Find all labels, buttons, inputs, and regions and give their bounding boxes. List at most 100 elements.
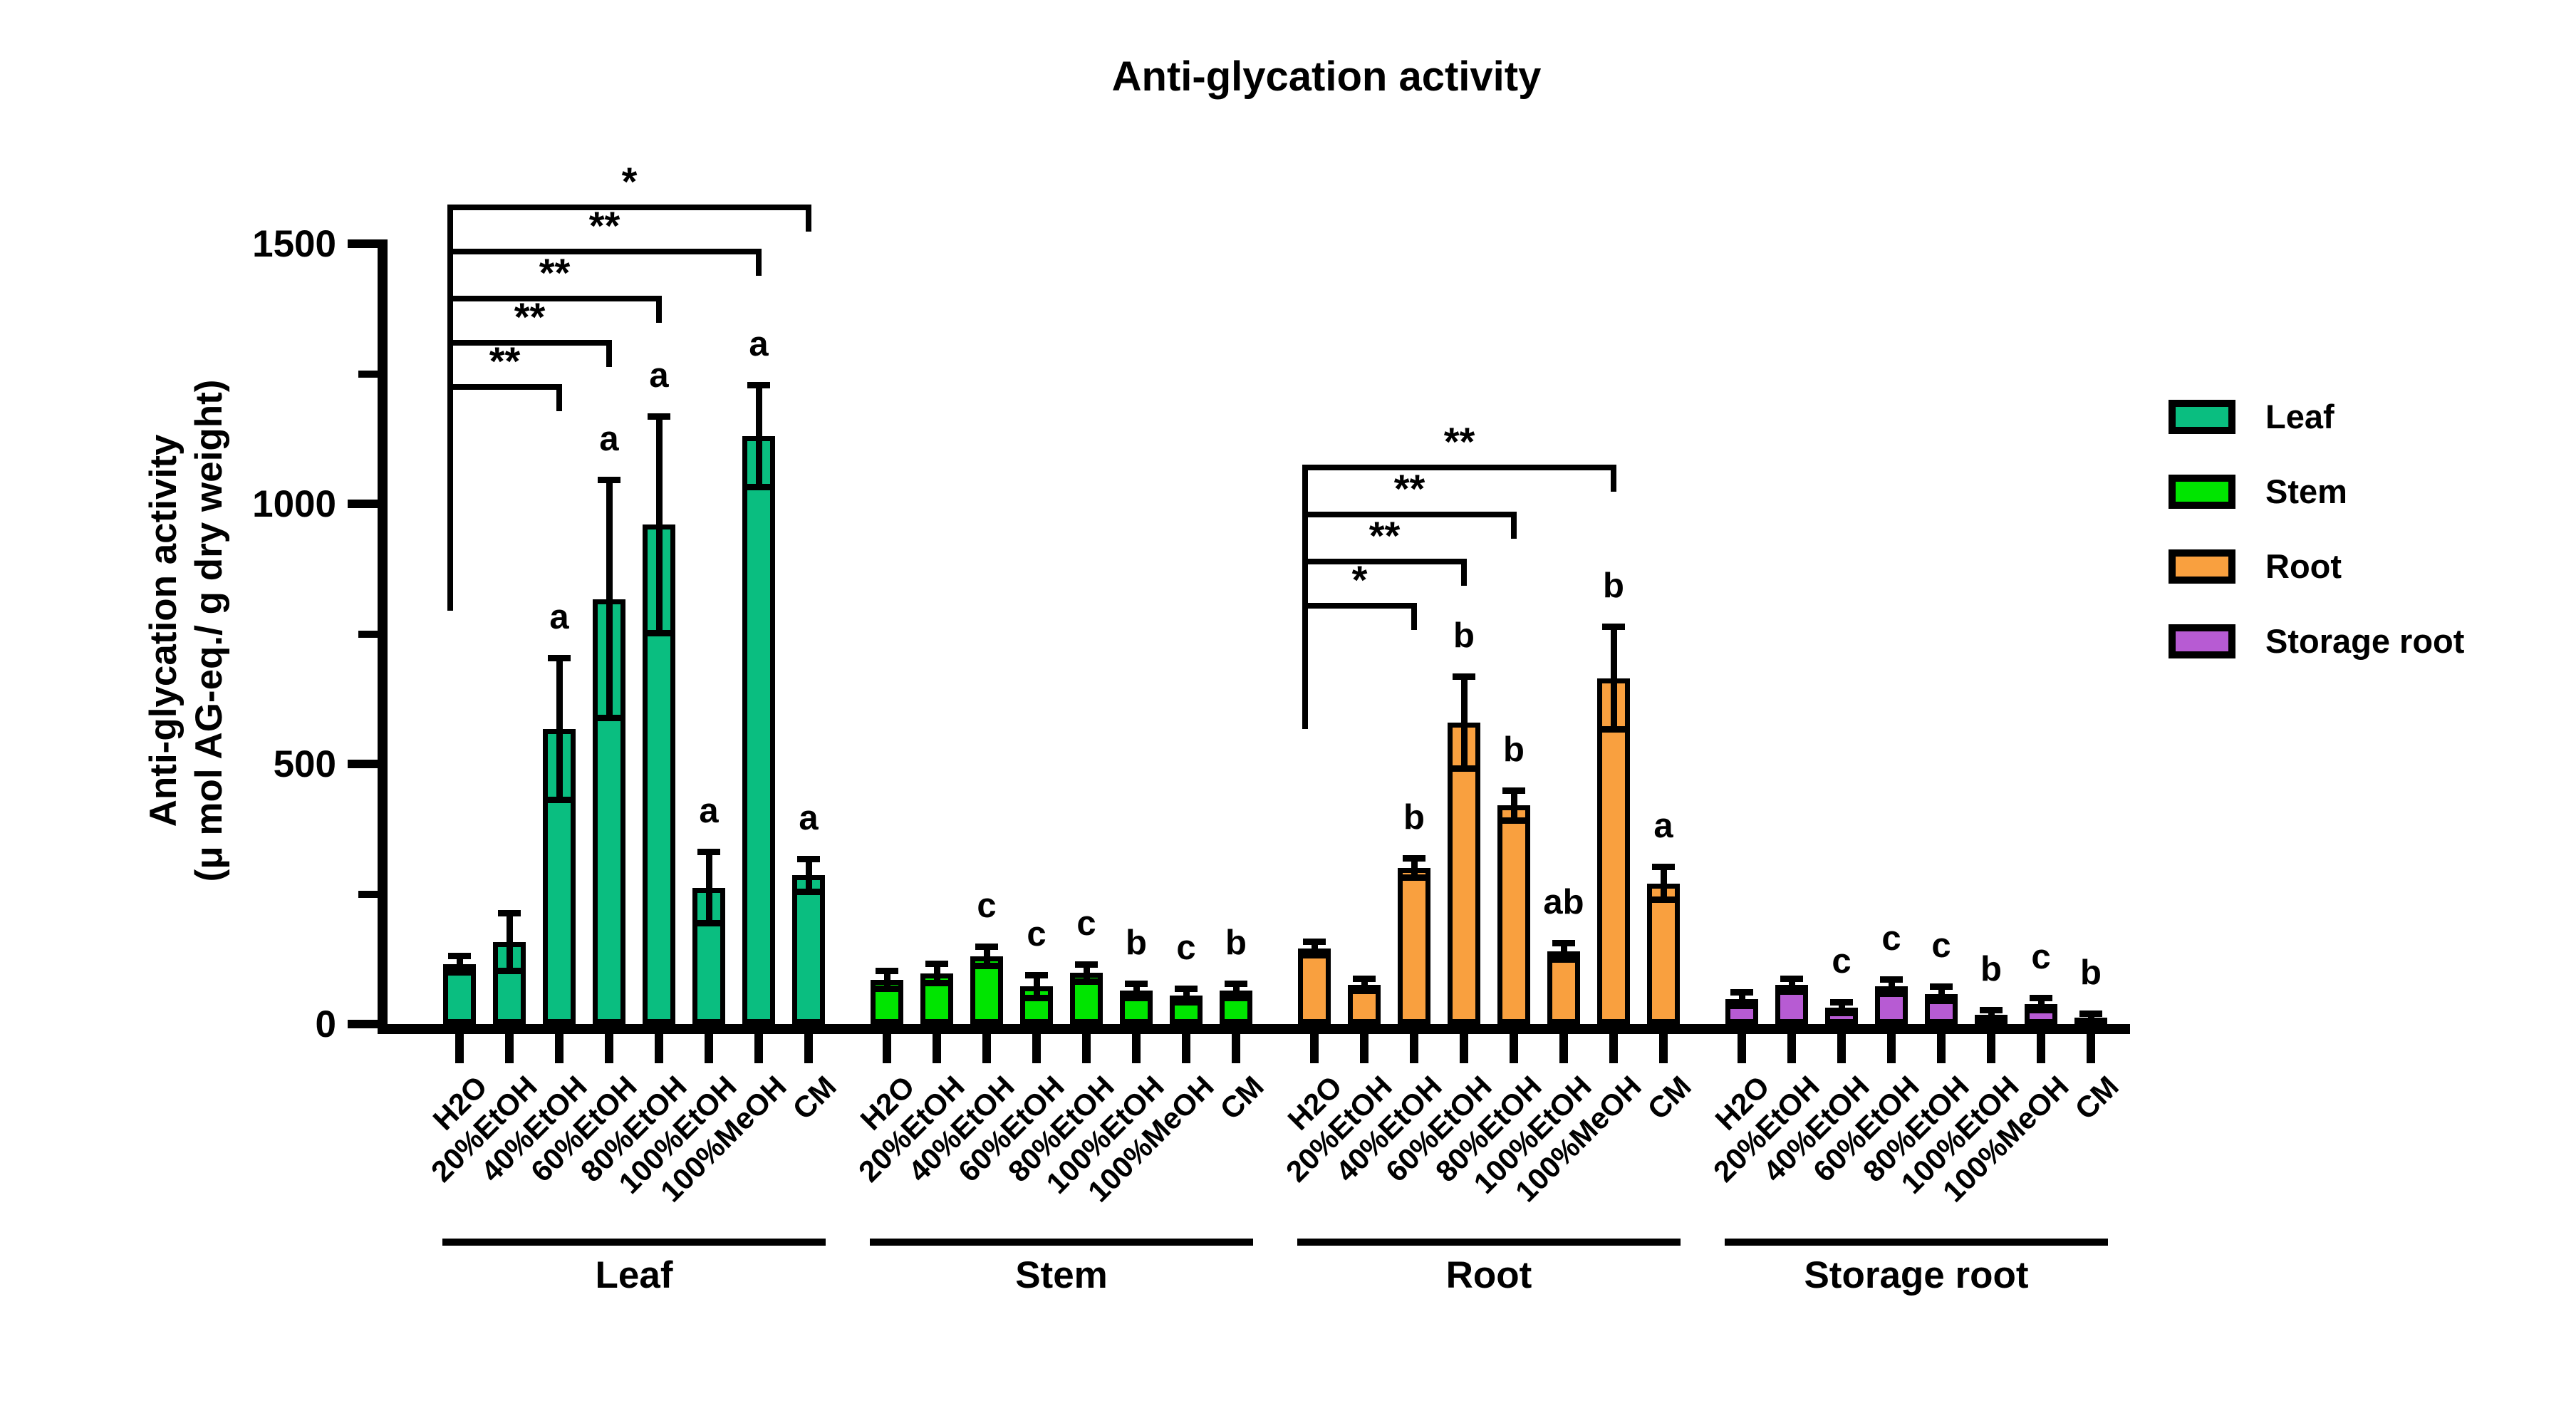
error-cap-bottom [1502,817,1525,824]
sig-bracket-end [1411,602,1417,630]
error-bar [1660,869,1667,899]
bar-root-CM [1647,883,1680,1024]
x-tick [1559,1034,1568,1063]
error-cap-bottom [797,888,820,895]
error-cap-bottom [1225,994,1247,1001]
sig-bracket-line [447,205,811,211]
error-bar [655,418,663,631]
error-bar [1610,629,1617,728]
stat-letter: c [1881,919,1901,958]
x-tick [1837,1034,1846,1063]
stat-letter: c [1832,941,1852,981]
x-tick [1937,1034,1946,1063]
error-cap-top [448,953,471,960]
sig-asterisk: ** [588,203,620,249]
error-cap-bottom [1025,994,1048,1001]
error-cap-top [1175,985,1198,992]
error-bar [1560,945,1567,958]
y-tick-label: 500 [273,743,336,785]
error-bar [805,860,812,890]
sig-bracket-stem [447,205,453,611]
x-tick [1182,1034,1190,1063]
error-cap-top [1980,1007,2003,1014]
legend-label-leaf: Leaf [2265,398,2334,435]
sig-asterisk: * [621,159,638,205]
x-tick [1460,1034,1468,1063]
error-bar [1411,860,1418,876]
stat-letter: c [1027,915,1046,954]
x-tick [2087,1034,2095,1063]
x-tick [1887,1034,1896,1063]
error-cap-bottom [1930,997,1953,1004]
sig-asterisk: * [1351,557,1368,602]
sig-bracket-end [556,384,562,412]
x-tick [933,1034,941,1063]
bar-leaf-CM [792,875,825,1024]
error-cap-bottom [1075,978,1098,985]
group-underline [1297,1239,1681,1246]
legend-swatch-leaf [2169,400,2235,434]
y-minor-tick [358,890,378,898]
stat-letter: a [749,324,769,363]
error-cap-top [1552,940,1575,947]
error-cap-top [1303,938,1326,945]
x-tick [2037,1034,2045,1063]
sig-asterisk: ** [539,250,571,295]
y-axis-title: Anti-glycation activity (μ mol AG-eq./ g… [141,380,232,882]
error-cap-top [697,849,720,856]
stat-letter: c [977,887,997,926]
error-bar [1510,792,1517,819]
error-bar [606,482,613,716]
sig-bracket-line [447,340,612,346]
sig-bracket-end [756,249,762,276]
error-cap-top [648,413,670,420]
error-cap-bottom [876,986,898,993]
error-cap-top [975,944,998,951]
group-underline [1725,1239,2108,1246]
x-tick [605,1034,613,1063]
error-cap-bottom [2079,1018,2102,1025]
y-major-tick [348,1020,378,1028]
legend-swatch-storage-root [2169,624,2235,658]
error-bar [1988,1012,1995,1018]
x-tick [883,1034,891,1063]
x-tick [1410,1034,1418,1063]
sig-bracket-end [806,205,811,232]
error-bar [1033,977,1040,996]
error-cap-top [925,961,948,968]
x-tick [555,1034,564,1063]
error-bar [456,958,463,971]
sig-bracket-stem [1302,465,1308,730]
error-cap-bottom [1303,952,1326,959]
x-tick [1032,1034,1041,1063]
error-bar [933,966,940,982]
error-cap-bottom [1353,988,1376,995]
x-tick [1609,1034,1618,1063]
error-cap-bottom [1552,956,1575,963]
stat-letter: b [1980,950,2002,989]
error-cap-top [1780,975,1803,982]
error-cap-top [2030,995,2052,1002]
error-bar [983,949,990,965]
error-bar [1460,678,1468,767]
y-tick-label: 1500 [252,223,336,265]
error-cap-bottom [1880,990,1903,997]
y-axis-title-line1: Anti-glycation activity [142,434,185,827]
legend-label-storage-root: Storage root [2265,622,2465,660]
error-cap-bottom [1403,874,1425,881]
error-cap-top [1730,988,1753,996]
error-cap-top [1075,961,1098,968]
error-cap-bottom [975,963,998,970]
error-cap-bottom [1780,988,1803,995]
error-cap-top [1502,787,1525,795]
bar-root-H2O [1298,949,1331,1024]
error-cap-top [1225,980,1247,987]
error-cap-bottom [498,968,521,975]
stat-letter: c [1931,926,1951,966]
stat-letter: c [1176,928,1196,967]
bar-root-60%EtOH [1448,722,1480,1024]
bar-root-40%EtOH [1398,868,1430,1024]
sig-bracket-end [1611,465,1616,492]
x-tick [1510,1034,1518,1063]
